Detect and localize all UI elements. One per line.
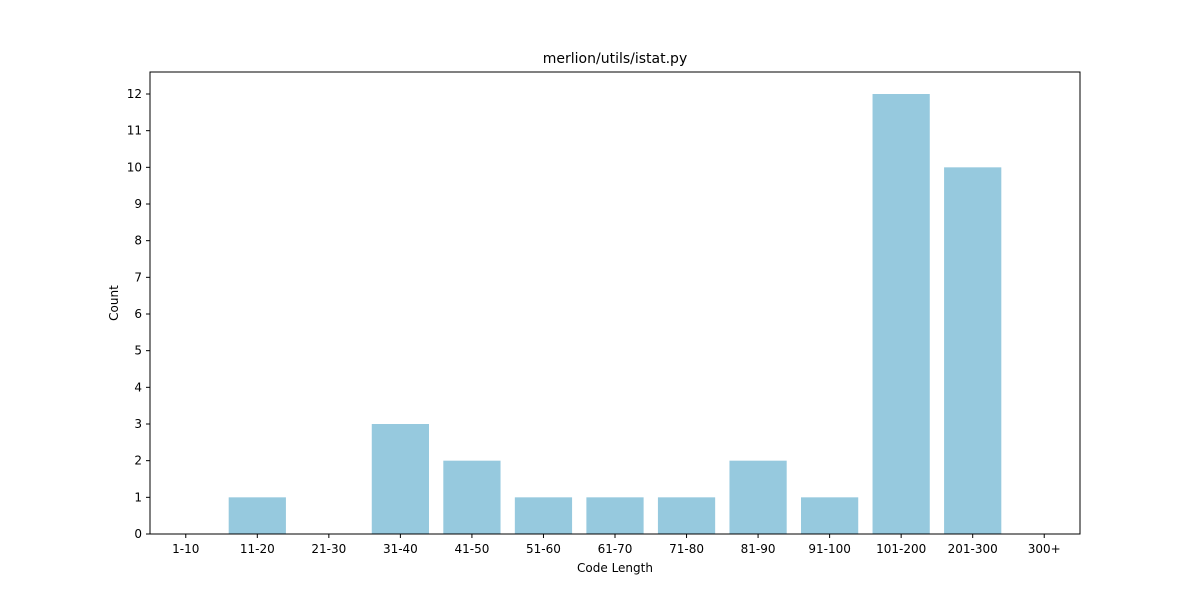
- x-tick-label: 51-60: [526, 542, 561, 556]
- bar-31-40: [371, 424, 429, 534]
- y-tick-label: 9: [134, 197, 142, 211]
- x-tick-label: 11-20: [240, 542, 275, 556]
- x-tick-label: 300+: [1028, 542, 1061, 556]
- bars-group: [228, 94, 1002, 535]
- x-tick-label: 41-50: [454, 542, 489, 556]
- x-axis-title: Code Length: [577, 561, 653, 575]
- y-axis-title: Count: [107, 285, 121, 321]
- y-tick-label: 8: [134, 234, 142, 248]
- x-tick-label: 201-300: [948, 542, 998, 556]
- y-tick-label: 5: [134, 344, 142, 358]
- bar-41-50: [443, 460, 501, 534]
- y-tick-label: 11: [127, 124, 142, 138]
- x-tick-label: 1-10: [172, 542, 199, 556]
- x-axis: 1-10 11-20 21-30 31-40 41-50 51-60 61-70 71-80 8…: [172, 534, 1061, 556]
- y-tick-label: 0: [134, 527, 142, 541]
- bar-61-70: [586, 497, 644, 534]
- y-tick-label: 1: [134, 490, 142, 504]
- bar-81-90: [729, 460, 787, 534]
- bar-11-20: [228, 497, 286, 534]
- bar-91-100: [801, 497, 859, 534]
- y-tick-label: 6: [134, 307, 142, 321]
- bar-71-80: [657, 497, 716, 534]
- x-tick-label: 91-100: [808, 542, 851, 556]
- y-tick-label: 10: [127, 160, 142, 174]
- x-tick-label: 81-90: [741, 542, 776, 556]
- chart-title: merlion/utils/istat.py: [543, 51, 687, 67]
- bar-51-60: [514, 497, 573, 534]
- plot-frame: [149, 71, 1081, 535]
- x-tick-label: 101-200: [876, 542, 926, 556]
- y-tick-label: 7: [134, 270, 142, 284]
- y-tick-label: 12: [127, 87, 142, 101]
- y-tick-label: 4: [134, 380, 142, 394]
- x-tick-label: 21-30: [311, 542, 346, 556]
- x-tick-label: 71-80: [669, 542, 704, 556]
- x-tick-label: 31-40: [383, 542, 418, 556]
- y-tick-label: 3: [134, 417, 142, 431]
- x-tick-label: 61-70: [598, 542, 633, 556]
- bar-201-300: [944, 167, 1002, 535]
- bar-101-200: [872, 94, 930, 534]
- y-tick-label: 2: [134, 454, 142, 468]
